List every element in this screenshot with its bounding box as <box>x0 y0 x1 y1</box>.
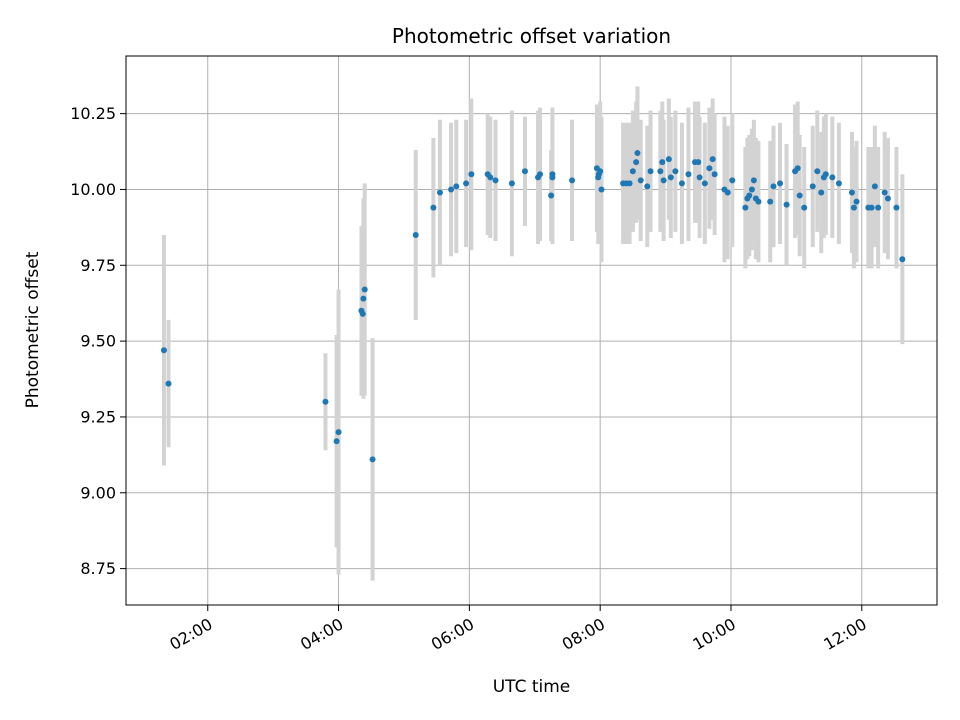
data-point <box>899 256 906 263</box>
data-point <box>369 456 376 463</box>
data-point <box>492 177 499 184</box>
data-point <box>818 189 825 196</box>
data-point <box>850 204 857 211</box>
y-tick-label: 9.00 <box>80 483 116 502</box>
data-point <box>822 171 829 178</box>
data-point <box>796 192 803 199</box>
data-point <box>871 183 878 190</box>
data-point <box>644 183 651 190</box>
data-point <box>809 183 816 190</box>
y-tick-label: 9.50 <box>80 332 116 351</box>
data-point <box>549 174 556 181</box>
data-point <box>881 189 888 196</box>
data-point <box>333 438 340 445</box>
data-point <box>647 168 654 175</box>
data-point <box>448 186 455 193</box>
data-point <box>884 195 891 202</box>
data-point <box>748 186 755 193</box>
data-point <box>685 171 692 178</box>
data-point <box>361 286 368 293</box>
y-tick-label: 10.00 <box>70 180 116 199</box>
data-point <box>412 231 419 238</box>
data-point <box>706 165 713 172</box>
data-point <box>436 189 443 196</box>
data-point <box>724 189 731 196</box>
data-point <box>667 174 674 181</box>
data-point <box>835 180 842 187</box>
data-point <box>701 180 708 187</box>
data-point <box>508 180 515 187</box>
data-point <box>829 174 836 181</box>
data-point <box>665 156 672 163</box>
data-point <box>755 198 762 205</box>
data-point <box>165 380 172 387</box>
data-point <box>711 171 718 178</box>
data-point <box>160 347 167 354</box>
data-point <box>430 204 437 211</box>
data-point <box>875 204 882 211</box>
data-point <box>487 174 494 181</box>
data-point <box>629 168 636 175</box>
data-point <box>626 180 633 187</box>
grid-lines <box>126 56 937 605</box>
data-point <box>767 198 774 205</box>
chart-title: Photometric offset variation <box>392 24 671 48</box>
data-point <box>359 310 366 317</box>
data-point <box>335 429 342 436</box>
data-point <box>657 168 664 175</box>
y-tick-label: 9.75 <box>80 256 116 275</box>
data-point <box>322 398 329 405</box>
data-point <box>360 295 367 302</box>
data-point <box>814 168 821 175</box>
data-point <box>695 159 702 166</box>
data-point <box>893 204 900 211</box>
x-axis-label: UTC time <box>493 677 571 697</box>
data-point <box>709 156 716 163</box>
data-points <box>160 150 906 463</box>
data-point <box>548 192 555 199</box>
data-point <box>634 150 641 157</box>
data-point <box>637 177 644 184</box>
data-point <box>801 204 808 211</box>
data-point <box>729 177 736 184</box>
data-point <box>777 180 784 187</box>
data-point <box>521 168 528 175</box>
data-point <box>746 192 753 199</box>
data-point <box>453 183 460 190</box>
data-point <box>783 201 790 208</box>
plot-frame <box>125 55 938 606</box>
data-point <box>598 186 605 193</box>
y-axis-label: Photometric offset <box>23 251 43 408</box>
data-point <box>463 180 470 187</box>
data-point <box>853 198 860 205</box>
data-point <box>678 180 685 187</box>
data-point <box>742 204 749 211</box>
y-tick-label: 8.75 <box>80 559 116 578</box>
data-point <box>659 159 666 166</box>
data-point <box>537 171 544 178</box>
y-axis-ticks: 8.75 9.00 9.25 9.50 9.75 10.00 10.25 <box>70 104 126 578</box>
data-point <box>794 165 801 172</box>
data-point <box>672 168 679 175</box>
y-tick-label: 9.25 <box>80 407 116 426</box>
data-point <box>597 168 604 175</box>
data-point <box>868 204 875 211</box>
data-point <box>569 177 576 184</box>
data-point <box>750 177 757 184</box>
data-point <box>660 177 667 184</box>
data-point <box>696 174 703 181</box>
data-point <box>770 183 777 190</box>
y-tick-label: 10.25 <box>70 104 116 123</box>
data-point <box>848 189 855 196</box>
data-point <box>633 159 640 166</box>
data-point <box>468 171 475 178</box>
